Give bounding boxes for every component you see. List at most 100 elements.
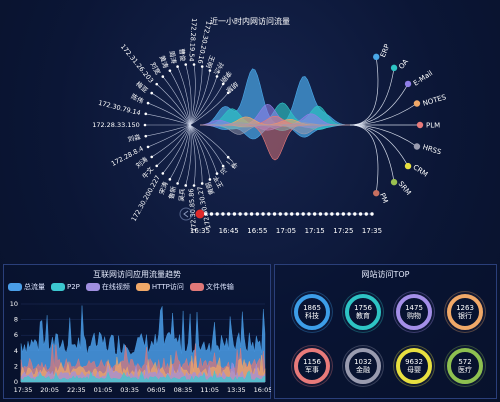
system-label: OA	[397, 58, 410, 71]
timeline-dot[interactable]	[330, 212, 334, 216]
timeline-dot[interactable]	[272, 212, 277, 216]
system-label: HRSS	[422, 143, 443, 156]
source-label: 172.28.33.150	[92, 121, 140, 129]
site-ring[interactable]: 1156 军事	[294, 348, 330, 384]
system-node[interactable]	[373, 53, 380, 61]
timeline-dot[interactable]	[221, 212, 225, 216]
system-node[interactable]	[373, 189, 380, 197]
timeline-dot[interactable]	[215, 212, 219, 216]
legend-swatch	[135, 283, 150, 291]
legend-item[interactable]: HTTP访问	[135, 282, 184, 292]
legend-label: P2P	[67, 283, 80, 291]
system-node[interactable]	[413, 100, 421, 107]
legend-item[interactable]: 总流量	[8, 282, 45, 292]
source-label: 曹俊	[178, 48, 188, 62]
timeline-label: 16:45	[219, 227, 239, 235]
timeline-dot[interactable]	[255, 212, 260, 216]
site-name: 医疗	[458, 366, 472, 374]
timeline-dot[interactable]	[232, 212, 237, 216]
x-tick-label: 06:05	[147, 386, 166, 394]
timeline-dot[interactable]	[364, 212, 368, 216]
legend-item[interactable]: 文件传输	[189, 282, 234, 292]
system-node[interactable]	[413, 143, 421, 150]
site-ring[interactable]: 1865 科技	[294, 294, 330, 330]
timeline-dot[interactable]	[318, 212, 323, 216]
site-name: 教育	[356, 312, 370, 320]
x-tick-label: 01:05	[94, 386, 113, 394]
source-label: 宋涛	[157, 180, 170, 196]
legend-label: 总流量	[24, 283, 45, 291]
site-ring[interactable]: 1263 银行	[447, 294, 483, 330]
timeline-dot[interactable]	[204, 212, 208, 216]
timeline-dot[interactable]	[244, 212, 248, 216]
site-value: 1475	[405, 304, 423, 312]
timeline-dot[interactable]	[226, 212, 231, 216]
timeline-dot[interactable]	[284, 212, 288, 216]
site-value: 1865	[303, 304, 321, 312]
timeline-dot[interactable]	[278, 212, 282, 216]
timeline-dot[interactable]	[301, 212, 305, 216]
site-value: 1032	[354, 358, 372, 366]
legend-label: 文件传输	[205, 283, 234, 291]
system-label: E-Mail	[412, 69, 434, 87]
timeline-dot[interactable]	[307, 212, 311, 216]
source-label: 黄涛	[158, 54, 171, 70]
timeline-dot[interactable]	[335, 212, 340, 216]
timeline-dot[interactable]	[261, 212, 265, 216]
y-tick-label: 2	[14, 362, 18, 370]
site-value: 1156	[303, 358, 321, 366]
source-label: 黄丽	[203, 180, 216, 196]
site-ring[interactable]: 9632 母婴	[396, 348, 432, 384]
legend-label: HTTP访问	[151, 283, 184, 291]
timeline-label: 17:35	[362, 227, 382, 235]
x-tick-label: 08:35	[174, 386, 193, 394]
timeline-dot[interactable]	[249, 212, 254, 216]
timeline-dot[interactable]	[312, 212, 317, 216]
timeline-current-dot[interactable]	[195, 209, 205, 219]
timeline-dot[interactable]	[267, 212, 271, 216]
y-tick-label: 4	[14, 347, 18, 355]
legend-item[interactable]: 在线视频	[85, 282, 130, 292]
timeline-dot[interactable]	[370, 212, 374, 216]
prev-button[interactable]	[179, 207, 193, 221]
source-label: 冯	[219, 166, 229, 176]
timeline-dot[interactable]	[324, 212, 328, 216]
timeline-label: 16:35	[190, 227, 210, 235]
legend-swatch	[8, 283, 22, 291]
timeline-dot[interactable]	[290, 212, 294, 216]
system-node[interactable]	[390, 178, 398, 186]
legend-swatch	[189, 283, 204, 291]
y-tick-label: 10	[10, 300, 18, 308]
timeline-dot[interactable]	[347, 212, 351, 216]
system-label: CRM	[412, 163, 430, 178]
timeline-label: 17:25	[333, 227, 353, 235]
timeline-dot[interactable]	[238, 212, 242, 216]
site-ring[interactable]: 1756 教育	[345, 294, 381, 330]
x-tick-label: 03:35	[120, 386, 139, 394]
system-node[interactable]	[416, 121, 424, 129]
site-value: 572	[458, 358, 472, 366]
legend-label: 在线视频	[101, 283, 130, 291]
right-target-fan: ERP OAE-Mail NOTES PLM HRSS CRM SRM PM	[349, 43, 448, 204]
timeline-dot[interactable]	[353, 212, 357, 216]
source-label: 鲁新	[166, 185, 178, 200]
site-ring[interactable]: 572 医疗	[447, 348, 483, 384]
timeline-label: 17:05	[276, 227, 296, 235]
trend-legend: 总流量 P2P 在线视频 HTTP访问 文件传输	[8, 282, 234, 292]
site-ring[interactable]: 1032 金融	[345, 348, 381, 384]
system-node[interactable]	[404, 80, 412, 88]
legend-item[interactable]: P2P	[51, 282, 80, 292]
timeline-dot[interactable]	[358, 212, 363, 216]
system-node[interactable]	[404, 162, 412, 170]
system-label: ERP	[379, 43, 391, 59]
site-top-title: 网站访问TOP	[361, 270, 410, 279]
system-node[interactable]	[390, 64, 398, 72]
site-ring[interactable]: 1475 购物	[396, 294, 432, 330]
site-value: 1756	[354, 304, 372, 312]
timeline-dot[interactable]	[209, 212, 214, 216]
source-label: 刘淼	[127, 132, 142, 144]
x-tick-label: 22:35	[67, 386, 86, 394]
timeline-dot[interactable]	[341, 212, 346, 216]
timeline-dot[interactable]	[295, 212, 300, 216]
